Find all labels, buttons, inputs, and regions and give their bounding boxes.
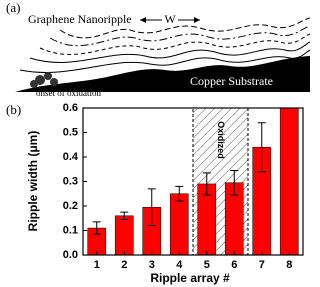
x-tick-label: 1 [94, 259, 100, 271]
ripple-line [59, 17, 311, 39]
y-tick-label: 0.5 [63, 126, 78, 138]
y-tick-label: 0.0 [63, 249, 78, 261]
x-axis-label: Ripple array # [150, 271, 230, 285]
oxidized-label: Oxidized [216, 121, 226, 159]
width-label: W [164, 12, 176, 26]
copper-substrate [15, 56, 310, 92]
plot-frame [82, 107, 304, 256]
label-bg [162, 12, 178, 26]
x-tick-label: 2 [121, 259, 127, 271]
x-tick-label: 3 [149, 259, 155, 271]
panel-label: (a) [6, 0, 20, 15]
x-tick-label: 8 [286, 259, 292, 271]
error-bar [120, 211, 129, 220]
x-tick-label: 7 [259, 259, 265, 271]
error-bar [202, 172, 211, 196]
arrow-head [140, 17, 200, 23]
error-bar [257, 122, 266, 173]
x-tick-label: 4 [176, 259, 183, 271]
error-bar [175, 185, 184, 202]
ripple-line [29, 41, 311, 63]
oxide-particle [44, 72, 52, 80]
y-tick-label: 0.2 [63, 200, 78, 212]
error-bar [92, 221, 101, 235]
ripple-line [39, 33, 311, 55]
substrate-label: Copper Substrate [190, 74, 273, 88]
x-tick-label: 6 [231, 259, 237, 271]
oxide-particle [30, 80, 38, 88]
y-tick-label: 0.1 [63, 224, 78, 236]
bar [169, 193, 189, 256]
diagram: (a) W Graphene Nanoripple Copper Substra… [6, 0, 311, 98]
panel-label: (b) [6, 102, 21, 117]
y-tick-label: 0.4 [63, 151, 79, 163]
bar [114, 215, 134, 256]
bar [279, 107, 299, 256]
y-tick-label: 0.3 [63, 175, 78, 187]
x-tick-label: 5 [204, 259, 210, 271]
error-bar [230, 169, 239, 196]
onset-label: onset of oxidation [36, 88, 101, 98]
ripple-line [49, 25, 311, 47]
y-tick-label: 0.6 [63, 102, 78, 114]
error-bar [147, 188, 156, 227]
y-axis-label: Ripple width (μm) [26, 131, 40, 232]
chart: (b) Ripple width (μm) Ripple array # Oxi… [6, 102, 304, 285]
diagram-title: Graphene Nanoripple [28, 12, 132, 26]
oxide-particle [50, 78, 58, 86]
